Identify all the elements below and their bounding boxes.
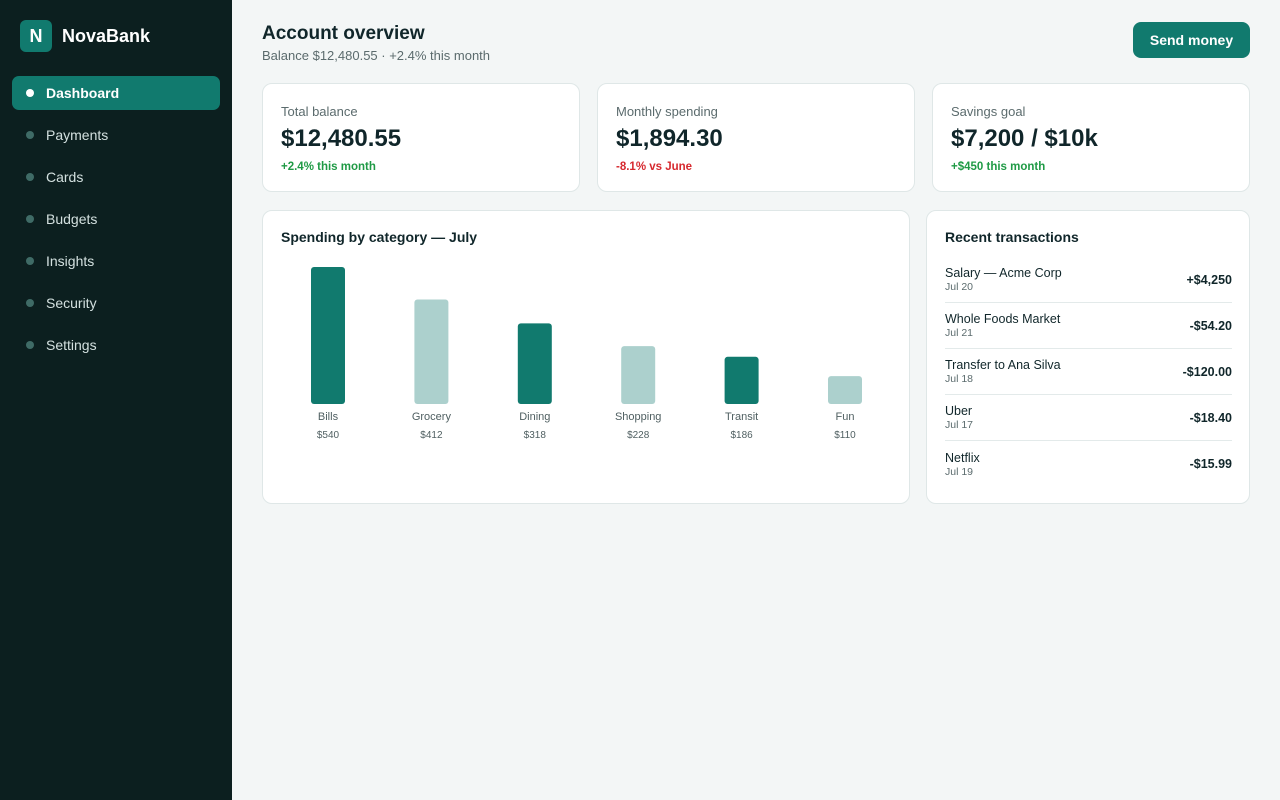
stat-card-savings-goal: Savings goal $7,200 / $10k +$450 this mo… <box>932 83 1250 192</box>
transaction-date: Jul 20 <box>945 281 974 293</box>
transaction-amount: -$54.20 <box>1189 318 1232 333</box>
stat-value: $7,200 / $10k <box>951 125 1098 152</box>
transaction-row[interactable]: Netflix Jul 19 -$15.99 <box>945 441 1232 487</box>
transaction-info: Transfer to Ana Silva Jul 18 <box>945 358 1061 385</box>
page-subtitle: Balance $12,480.55 · +2.4% this month <box>262 48 491 63</box>
transaction-row[interactable]: Whole Foods Market Jul 21 -$54.20 <box>945 303 1232 349</box>
sidebar-item-label: Insights <box>46 253 95 269</box>
stat-label: Monthly spending <box>616 104 718 119</box>
send-money-button[interactable]: Send money <box>1133 22 1250 58</box>
brand-logo: N <box>20 20 52 52</box>
dot-icon <box>26 131 34 139</box>
transaction-name: Transfer to Ana Silva <box>945 358 1061 372</box>
sidebar-item-label: Cards <box>46 169 84 185</box>
transaction-name: Salary — Acme Corp <box>945 266 1062 280</box>
sidebar-item-settings[interactable]: Settings <box>12 328 220 362</box>
page-title: Account overview <box>262 23 425 44</box>
sidebar-item-payments[interactable]: Payments <box>12 118 220 152</box>
transaction-amount: -$15.99 <box>1189 457 1232 471</box>
category-label-transit: Transit <box>725 411 758 423</box>
sidebar-item-label: Dashboard <box>46 85 120 101</box>
chart-title: Spending by category — July <box>281 229 478 245</box>
dot-icon <box>26 173 34 181</box>
stat-delta: -8.1% vs June <box>616 161 693 173</box>
transaction-name: Uber <box>945 404 973 418</box>
transaction-amount: +$4,250 <box>1186 272 1232 287</box>
value-label-fun: $110 <box>834 430 856 441</box>
bar-fun[interactable] <box>828 376 862 404</box>
transaction-date: Jul 19 <box>945 465 974 478</box>
sidebar: N NovaBank Dashboard Payments Cards Budg… <box>0 0 232 800</box>
transaction-date: Jul 17 <box>945 419 974 431</box>
sidebar-item-budgets[interactable]: Budgets <box>12 202 220 236</box>
spending-chart-card: Bills $540 Grocery $412 Dining $318 Shopping $2… <box>262 210 910 504</box>
sidebar-item-label: Settings <box>46 337 97 353</box>
sidebar-item-dashboard[interactable]: Dashboard <box>12 76 220 110</box>
brand-name: NovaBank <box>62 25 151 46</box>
transaction-name: Netflix <box>945 450 980 465</box>
sidebar-item-insights[interactable]: Insights <box>12 244 220 278</box>
stat-card-total-balance: Total balance $12,480.55 +2.4% this mont… <box>262 83 580 192</box>
dot-icon <box>26 257 34 265</box>
transaction-amount: -$18.40 <box>1189 410 1232 425</box>
transaction-info: Netflix Jul 19 <box>945 451 980 478</box>
transaction-info: Uber Jul 17 <box>945 404 973 431</box>
bar-dining[interactable] <box>517 323 552 404</box>
transaction-info: Salary — Acme Corp Jul 20 <box>945 266 1062 293</box>
sidebar-item-label: Payments <box>46 127 109 143</box>
value-label-transit: $186 <box>730 430 753 441</box>
transactions-title: Recent transactions <box>945 229 1079 245</box>
category-label-grocery: Grocery <box>412 411 452 423</box>
transaction-name: Whole Foods Market <box>945 312 1061 326</box>
category-label-shopping: Shopping <box>615 411 662 423</box>
spending-bar-chart: Bills $540 Grocery $412 Dining $318 Shopping $2… <box>311 267 862 441</box>
stat-label: Total balance <box>281 104 358 119</box>
stat-value: $1,894.30 <box>616 125 723 152</box>
stat-value: $12,480.55 <box>281 125 402 152</box>
stat-delta: +$450 this month <box>951 161 1046 173</box>
stat-delta: +2.4% this month <box>281 161 376 173</box>
sidebar-item-security[interactable]: Security <box>12 286 220 320</box>
transactions-list: Salary — Acme Corp Jul 20 +$4,250 Whole … <box>945 257 1232 487</box>
stat-label: Savings goal <box>951 104 1026 119</box>
value-label-dining: $318 <box>524 430 547 441</box>
sidebar-item-cards[interactable]: Cards <box>12 160 220 194</box>
brand[interactable]: N NovaBank <box>20 20 150 52</box>
sidebar-nav: Dashboard Payments Cards Budgets Insight… <box>12 76 220 370</box>
category-label-bills: Bills <box>318 411 339 423</box>
category-label-fun: Fun <box>836 411 855 423</box>
transaction-row[interactable]: Salary — Acme Corp Jul 20 +$4,250 <box>945 257 1232 303</box>
sidebar-item-label: Budgets <box>46 211 98 227</box>
transaction-date: Jul 18 <box>945 373 974 385</box>
transaction-row[interactable]: Uber Jul 17 -$18.40 <box>945 395 1232 441</box>
recent-transactions-card: Recent transactions Salary — Acme Corp J… <box>926 210 1250 504</box>
dot-icon <box>26 89 34 97</box>
dot-icon <box>26 341 34 349</box>
stat-card-monthly-spending: Monthly spending $1,894.30 -8.1% vs June <box>597 83 915 192</box>
bar-shopping[interactable] <box>621 346 656 404</box>
transaction-amount: -$120.00 <box>1182 364 1232 379</box>
bar-bills[interactable] <box>311 267 345 404</box>
dot-icon <box>26 215 34 223</box>
category-label-dining: Dining <box>519 411 550 423</box>
bar-grocery[interactable] <box>414 299 449 404</box>
dot-icon <box>26 299 34 307</box>
value-label-shopping: $228 <box>627 430 650 441</box>
sidebar-item-label: Security <box>46 295 97 311</box>
value-label-grocery: $412 <box>420 430 443 441</box>
transaction-date: Jul 21 <box>945 327 974 339</box>
transaction-row[interactable]: Transfer to Ana Silva Jul 18 -$120.00 <box>945 349 1232 395</box>
value-label-bills: $540 <box>317 430 340 441</box>
transaction-info: Whole Foods Market Jul 21 <box>945 312 1060 339</box>
bar-transit[interactable] <box>724 356 759 404</box>
